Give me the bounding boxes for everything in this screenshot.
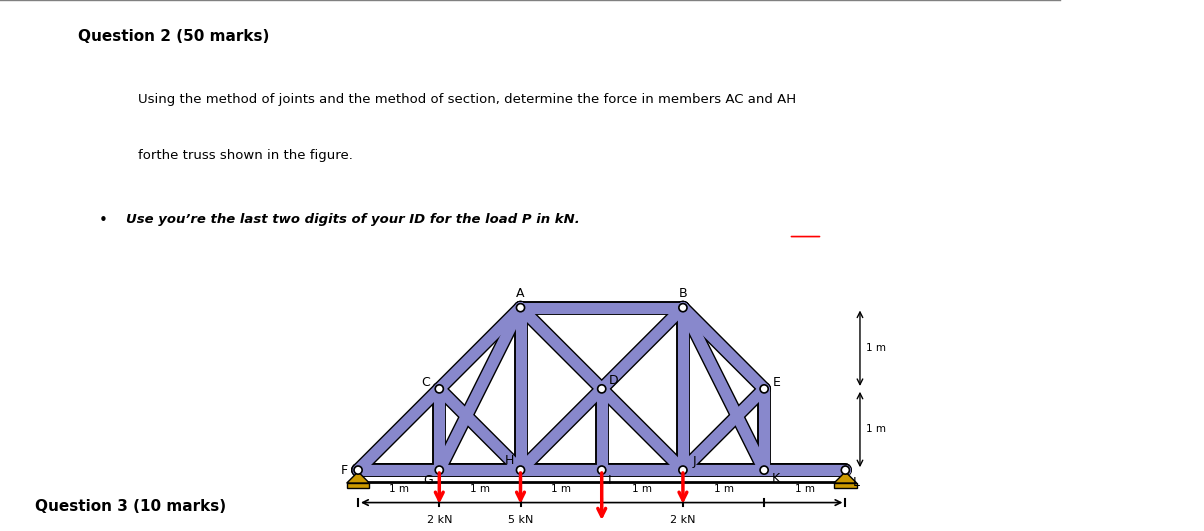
- Text: B: B: [679, 287, 687, 299]
- Text: K: K: [772, 472, 779, 485]
- Polygon shape: [834, 472, 857, 483]
- Text: I: I: [608, 474, 612, 487]
- Polygon shape: [347, 472, 370, 483]
- Text: C: C: [421, 376, 430, 389]
- Text: 2 kN: 2 kN: [671, 515, 696, 525]
- Text: G: G: [423, 474, 432, 487]
- Text: 1 m: 1 m: [389, 484, 408, 494]
- Circle shape: [435, 466, 443, 474]
- Text: 1 m: 1 m: [632, 484, 653, 494]
- Text: D: D: [608, 374, 618, 387]
- Text: 1 m: 1 m: [551, 484, 571, 494]
- Text: J: J: [692, 456, 696, 468]
- Circle shape: [517, 304, 525, 312]
- Text: Use you’re the last two digits of your ID for the load P in kN.: Use you’re the last two digits of your I…: [126, 213, 580, 226]
- Text: 5 kN: 5 kN: [508, 515, 533, 525]
- Text: F: F: [341, 464, 348, 477]
- Text: Question 2 (50 marks): Question 2 (50 marks): [78, 29, 270, 44]
- Text: Using the method of joints and the method of section, determine the force in mem: Using the method of joints and the metho…: [138, 93, 797, 106]
- Bar: [347, 483, 370, 489]
- Text: 1 m: 1 m: [866, 343, 886, 353]
- Text: 1 m: 1 m: [470, 484, 490, 494]
- Text: E: E: [773, 376, 781, 389]
- Circle shape: [597, 385, 606, 393]
- Text: L: L: [854, 476, 860, 489]
- Circle shape: [354, 466, 362, 474]
- Bar: [834, 483, 857, 489]
- Text: forthe truss shown in the figure.: forthe truss shown in the figure.: [138, 149, 353, 162]
- Circle shape: [517, 466, 525, 474]
- Circle shape: [760, 466, 768, 474]
- Text: A: A: [517, 287, 525, 299]
- Circle shape: [435, 385, 443, 393]
- Text: H: H: [504, 454, 514, 467]
- Circle shape: [842, 466, 849, 474]
- Circle shape: [679, 466, 687, 474]
- Text: 1 m: 1 m: [714, 484, 733, 494]
- Circle shape: [597, 466, 606, 474]
- Circle shape: [679, 304, 687, 312]
- Text: 2 kN: 2 kN: [426, 515, 452, 525]
- Circle shape: [760, 385, 768, 393]
- Text: 1 m: 1 m: [795, 484, 815, 494]
- Text: 1 m: 1 m: [866, 424, 886, 434]
- Text: •: •: [99, 213, 107, 228]
- Text: Question 3 (10 marks): Question 3 (10 marks): [35, 499, 226, 515]
